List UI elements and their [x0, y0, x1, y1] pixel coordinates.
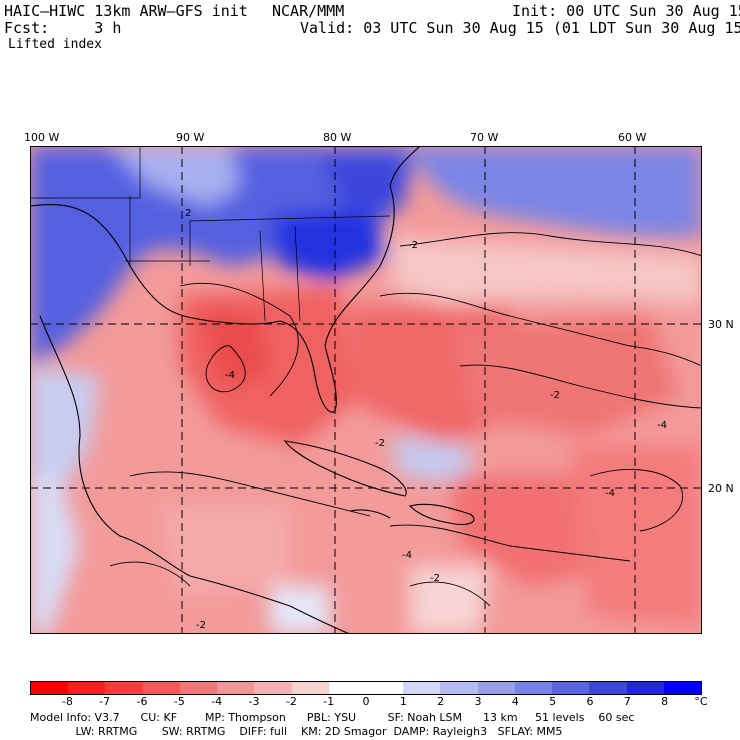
contour-label: -2 [375, 438, 385, 449]
lat-label-30n: 30 N [708, 318, 734, 331]
color-scale-tick-label: 4 [511, 695, 519, 708]
color-scale-segment [179, 682, 218, 694]
color-scale-segment [142, 682, 180, 694]
color-scale-unit: °C [694, 695, 708, 708]
contour-label: 2 [185, 208, 191, 219]
contour-label: -2 [408, 240, 418, 251]
model-title: HAIC–HIWC 13km ARW–GFS init [4, 2, 248, 20]
color-scale-segment [31, 682, 69, 694]
contour-lines [109, 232, 702, 607]
color-scale-bar [30, 681, 702, 695]
color-scale-segment [552, 682, 590, 694]
color-scale-tick-label: 5 [549, 695, 557, 708]
color-scale-segment [254, 682, 292, 694]
color-scale-segment [440, 682, 478, 694]
init-time: Init: 00 UTC Sun 30 Aug 15 [512, 2, 740, 20]
color-scale-tick-label: -2 [285, 695, 297, 708]
color-scale-segment [365, 682, 404, 694]
color-scale-tick-label: 0 [362, 695, 370, 708]
color-scale-tick-label: -4 [211, 695, 223, 708]
lon-label-60w: 60 W [618, 131, 647, 144]
organization-label: NCAR/MMM [272, 2, 345, 20]
color-scale-tick-label: 3 [474, 695, 482, 708]
contour-label: -4 [657, 420, 667, 431]
color-scale-segment [217, 682, 255, 694]
map-frame [30, 146, 702, 634]
lat-label-20n: 20 N [708, 482, 734, 495]
coastlines [30, 146, 475, 634]
contour-label: -2 [196, 620, 206, 631]
contour-label: -4 [402, 550, 412, 561]
color-scale-segment [403, 682, 441, 694]
valid-time: Valid: 03 UTC Sun 30 Aug 15 (01 LDT Sun … [300, 19, 740, 37]
color-scale-segment [514, 682, 553, 694]
contour-label: -4 [225, 370, 235, 381]
contour-label: -2 [430, 573, 440, 584]
lon-label-80w: 80 W [323, 131, 352, 144]
color-scale-segment [589, 682, 627, 694]
state-borders [30, 146, 391, 322]
color-scale-tick-label: -6 [136, 695, 148, 708]
lifted-index-map: 2 -2 -4 -2 -2 -4 -4 -2 -4 -2 [30, 146, 702, 634]
lon-label-90w: 90 W [176, 131, 205, 144]
contour-label: -4 [605, 488, 615, 499]
color-scale-segment [105, 682, 143, 694]
field-shading [30, 146, 702, 634]
color-scale-segment [328, 682, 366, 694]
color-scale-tick-label: -8 [61, 695, 73, 708]
color-scale-segment [626, 682, 664, 694]
color-scale-tick-label: -5 [173, 695, 185, 708]
color-scale-tick-label: -3 [248, 695, 260, 708]
contour-label: -2 [550, 390, 560, 401]
color-scale-tick-label: 1 [399, 695, 407, 708]
color-scale-tick-label: -1 [323, 695, 335, 708]
field-name: Lifted index [8, 37, 102, 52]
model-info-line2: LW: RRTMG SW: RRTMG DIFF: full KM: 2D Sm… [30, 725, 563, 738]
color-scale-segment [291, 682, 329, 694]
color-scale-tick-label: 7 [623, 695, 631, 708]
color-scale-segment [68, 682, 106, 694]
color-scale-tick-label: -7 [99, 695, 111, 708]
color-scale-segment [663, 682, 701, 694]
lat-lon-grid [30, 146, 702, 634]
lon-label-70w: 70 W [470, 131, 499, 144]
lon-label-100w: 100 W [24, 131, 60, 144]
color-scale-segment [477, 682, 515, 694]
color-scale-tick-label: 8 [661, 695, 669, 708]
color-scale-tick-label: 2 [437, 695, 445, 708]
contour-value-labels: 2 -2 -4 -2 -2 -4 -4 -2 -4 -2 [185, 208, 667, 631]
color-scale-tick-label: 6 [586, 695, 594, 708]
model-info-line1: Model Info: V3.7 CU: KF MP: Thompson PBL… [30, 711, 635, 724]
forecast-hour: Fcst: 3 h [4, 19, 122, 37]
